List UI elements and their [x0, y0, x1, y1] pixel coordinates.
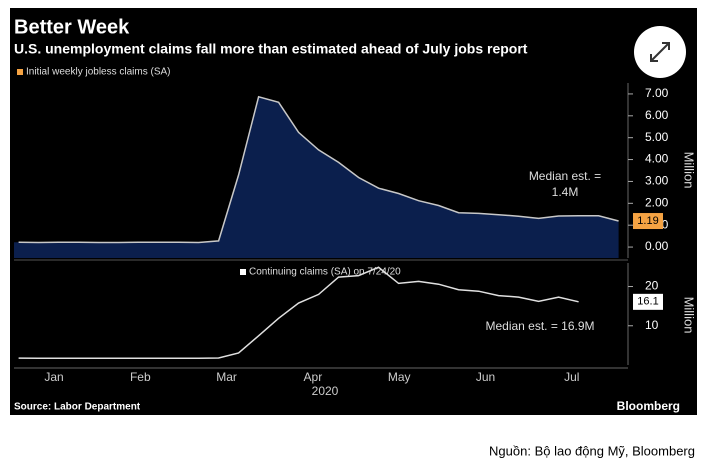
y-tick-label: 5.00: [645, 130, 669, 144]
y-tick-label: 10: [645, 318, 659, 332]
series-line: [18, 95, 619, 244]
value-tag: [633, 213, 663, 230]
x-axis-label: 2020: [312, 384, 339, 398]
y-axis-label: Million: [682, 297, 697, 334]
expand-button[interactable]: [634, 26, 686, 78]
x-tick-label: Jul: [564, 370, 579, 384]
value-tag-label: 16.1: [637, 296, 658, 308]
annotation: 1.4M: [552, 185, 579, 199]
x-tick-label: Mar: [216, 370, 237, 384]
y-tick-label: 2.00: [645, 195, 669, 209]
legend-label: Initial weekly jobless claims (SA): [26, 67, 171, 78]
x-tick-label: May: [388, 370, 411, 384]
legend-label: Continuing claims (SA) on 7/24/20: [249, 267, 401, 278]
title: Better Week: [14, 16, 130, 38]
source: Source: Labor Department: [14, 402, 141, 413]
expand-icon[interactable]: [650, 42, 670, 62]
y-tick-label: 3.00: [645, 174, 669, 188]
x-tick-label: Jan: [44, 370, 63, 384]
subtitle: U.S. unemployment claims fall more than …: [14, 41, 528, 57]
series-line: [18, 266, 579, 360]
annotation: Median est. =: [529, 169, 601, 183]
brand: Bloomberg: [617, 399, 680, 413]
legend-swatch: [17, 69, 23, 75]
y-tick-label: 6.00: [645, 108, 669, 122]
y-axis-label: Million: [682, 152, 697, 189]
legend-swatch: [240, 269, 246, 275]
y-tick-label: 7.00: [645, 86, 669, 100]
x-tick-label: Feb: [130, 370, 151, 384]
annotation: Median est. = 16.9M: [485, 319, 594, 333]
value-tag-label: 1.19: [637, 215, 658, 227]
area-fill: [14, 96, 619, 258]
y-tick-label: 0.00: [645, 239, 669, 253]
value-tag: [633, 293, 663, 310]
y-tick-label: 20: [645, 279, 659, 293]
x-tick-label: Jun: [476, 370, 495, 384]
x-tick-label: Apr: [304, 370, 323, 384]
caption: Nguồn: Bộ lao động Mỹ, Bloomberg: [489, 443, 695, 458]
y-tick-label: 4.00: [645, 152, 669, 166]
